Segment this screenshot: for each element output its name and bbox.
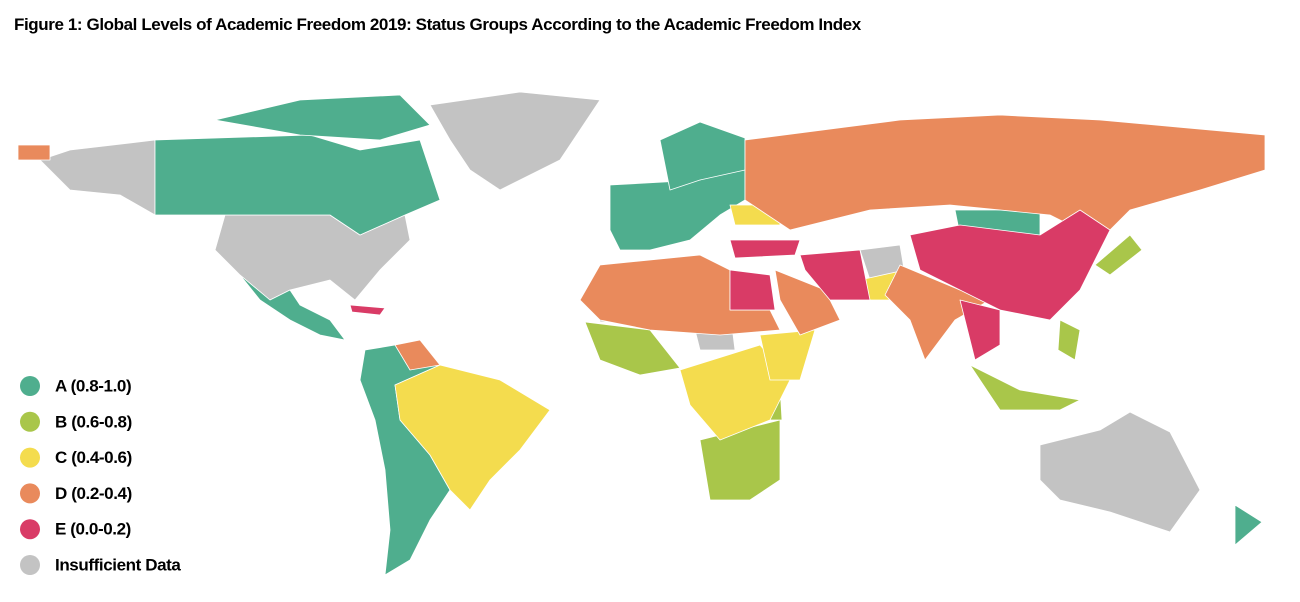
southeast-asia bbox=[959, 299, 1001, 361]
iran bbox=[799, 249, 871, 301]
new-zealand bbox=[1234, 504, 1263, 546]
legend-label: C (0.4-0.6) bbox=[55, 448, 132, 467]
legend-label: E (0.0-0.2) bbox=[55, 520, 131, 539]
legend-label: Insufficient Data bbox=[55, 555, 181, 574]
legend-swatch bbox=[20, 447, 40, 468]
venezuela bbox=[394, 339, 441, 371]
brazil bbox=[394, 364, 551, 511]
indonesia bbox=[969, 364, 1081, 411]
horn-of-africa bbox=[759, 329, 816, 381]
canada-islands bbox=[214, 94, 431, 141]
legend-swatch bbox=[20, 483, 40, 504]
saudi-arabia bbox=[774, 269, 841, 336]
turkey bbox=[729, 239, 801, 259]
legend-swatch bbox=[20, 519, 40, 540]
australia bbox=[1039, 411, 1201, 533]
usa bbox=[214, 214, 411, 301]
canada bbox=[154, 134, 441, 236]
legend-label: B (0.6-0.8) bbox=[55, 412, 132, 431]
legend-label: D (0.2-0.4) bbox=[55, 484, 132, 503]
egypt bbox=[729, 269, 776, 311]
central-africa bbox=[679, 344, 791, 441]
chukotka bbox=[17, 144, 51, 161]
cuba bbox=[349, 304, 386, 316]
alaska bbox=[39, 139, 156, 216]
russia bbox=[744, 114, 1266, 241]
legend-swatch bbox=[20, 376, 40, 396]
philippines bbox=[1057, 319, 1081, 361]
greenland bbox=[429, 91, 601, 191]
legend-label: A (0.8-1.0) bbox=[55, 376, 131, 395]
mexico bbox=[239, 274, 346, 341]
legend-swatch bbox=[20, 411, 40, 432]
china bbox=[909, 209, 1111, 321]
figure-title: Figure 1: Global Levels of Academic Free… bbox=[14, 15, 862, 34]
legend-swatch bbox=[20, 555, 40, 575]
legend: A (0.8-1.0) B (0.6-0.8) C (0.4-0.6) D (0.2-… bbox=[20, 376, 182, 575]
west-africa bbox=[584, 321, 681, 376]
world-map bbox=[17, 91, 1266, 576]
japan bbox=[1094, 234, 1143, 276]
